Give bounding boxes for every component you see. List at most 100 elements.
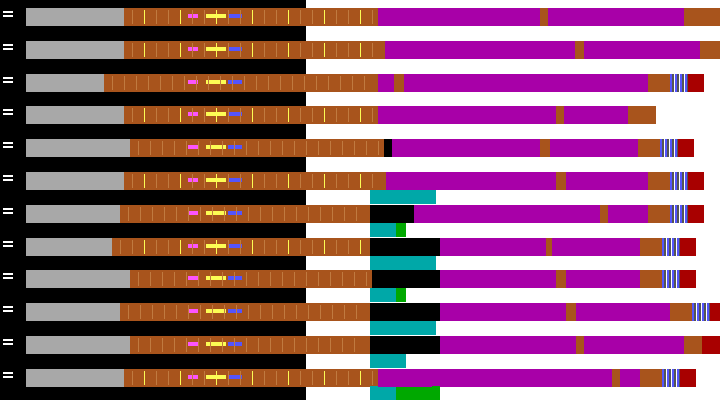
tick-line: [268, 76, 269, 90]
tick-line: [330, 272, 331, 286]
magenta-segment: [378, 74, 648, 92]
tick-line: [344, 207, 345, 221]
yellow-block: [206, 276, 226, 280]
tick-line: [188, 305, 189, 319]
tick-line: [324, 10, 325, 24]
tail-stripes: [670, 172, 688, 190]
tick-line: [356, 207, 357, 221]
gray-segment: [26, 369, 124, 387]
tick-line: [284, 305, 285, 319]
tick-line: [288, 371, 289, 385]
tick-line: [204, 174, 205, 188]
cyan-gap-block: [370, 288, 396, 302]
cyan-gap-block: [370, 190, 396, 204]
tick-line: [340, 76, 341, 90]
dot-pattern: [30, 244, 70, 247]
brown-gap: [575, 41, 584, 59]
tick-line: [222, 338, 223, 352]
tick-line: [234, 272, 235, 286]
tick-line: [252, 240, 253, 254]
tick-line: [332, 305, 333, 319]
tick-line: [192, 240, 193, 254]
tick-line: [228, 10, 229, 24]
pink-block: [188, 276, 198, 280]
green-gap-block: [396, 288, 406, 302]
gray-segment: [26, 270, 130, 288]
tick-line: [132, 240, 133, 254]
tick-line: [284, 207, 285, 221]
tick-line: [168, 240, 169, 254]
cyan-gap-block: [370, 256, 396, 270]
tick-line: [144, 108, 145, 122]
tick-line: [352, 76, 353, 90]
pink-block: [188, 112, 198, 116]
tail-brown: [648, 74, 670, 92]
tick-line: [348, 174, 349, 188]
tick-line: [240, 371, 241, 385]
dot-pattern: [30, 375, 70, 378]
tick-line: [198, 141, 199, 155]
gray-segment: [26, 8, 124, 26]
tick-line: [288, 240, 289, 254]
tick-line: [222, 272, 223, 286]
tick-line: [288, 10, 289, 24]
tick-line: [210, 272, 211, 286]
green-gap-block: [396, 256, 436, 270]
tick-line: [180, 174, 181, 188]
blue-block: [228, 276, 242, 280]
tick-line: [258, 338, 259, 352]
tick-line: [256, 76, 257, 90]
row-strip: [0, 106, 720, 124]
gray-segment: [26, 238, 112, 256]
tick-line: [348, 10, 349, 24]
tick-line: [236, 207, 237, 221]
tick-line: [204, 43, 205, 57]
tick-line: [276, 174, 277, 188]
dot-pattern: [30, 14, 70, 17]
yellow-block: [206, 342, 226, 346]
tail-brown: [628, 106, 656, 124]
tick-line: [264, 174, 265, 188]
tail-brown: [700, 41, 720, 59]
tick-line: [300, 174, 301, 188]
tick-line: [248, 207, 249, 221]
tick-line: [366, 141, 367, 155]
tick-line: [342, 272, 343, 286]
dot-pattern: [70, 276, 118, 279]
tick-line: [336, 371, 337, 385]
tick-line: [296, 207, 297, 221]
dot-pattern: [30, 112, 70, 115]
cyan-gap-block: [370, 223, 396, 237]
menu-glyph: [3, 175, 13, 181]
tick-line: [288, 108, 289, 122]
tick-line: [136, 76, 137, 90]
tick-line: [156, 240, 157, 254]
tick-line: [232, 76, 233, 90]
tick-line: [132, 10, 133, 24]
tick-line: [220, 76, 221, 90]
gray-segment: [26, 172, 124, 190]
tick-line: [282, 272, 283, 286]
tick-line: [172, 76, 173, 90]
tick-line: [150, 141, 151, 155]
tail-red: [680, 369, 696, 387]
pink-block: [188, 47, 198, 51]
tick-line: [342, 338, 343, 352]
brown-segment: [124, 172, 386, 190]
tick-line: [180, 10, 181, 24]
blue-block: [228, 342, 242, 346]
blue-block: [228, 145, 242, 149]
brown-gap: [556, 172, 566, 190]
dot-pattern: [30, 47, 70, 50]
tick-line: [144, 240, 145, 254]
menu-glyph: [3, 208, 13, 214]
tick-line: [336, 10, 337, 24]
magenta-segment: [378, 8, 684, 26]
dot-pattern: [30, 80, 70, 83]
tick-line: [356, 305, 357, 319]
tick-line: [216, 371, 217, 385]
tick-line: [258, 272, 259, 286]
tick-line: [228, 371, 229, 385]
tail-stripes: [670, 205, 688, 223]
tick-line: [168, 174, 169, 188]
